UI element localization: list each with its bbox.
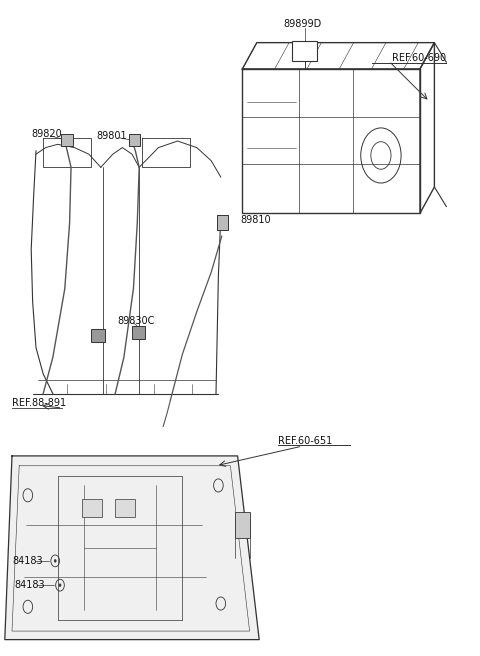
Bar (292, 41, 317, 61)
Bar (61, 134, 73, 146)
Bar (217, 215, 228, 230)
Text: 89899D: 89899D (283, 19, 322, 30)
Text: 84183: 84183 (14, 580, 45, 590)
Bar (129, 134, 140, 146)
Circle shape (59, 584, 61, 586)
Text: 89830C: 89830C (118, 316, 155, 327)
Text: 89801: 89801 (96, 131, 127, 142)
Polygon shape (5, 456, 259, 640)
Bar (91, 329, 105, 342)
Bar (82, 499, 102, 517)
Bar (235, 512, 250, 538)
Text: REF.88-891: REF.88-891 (12, 398, 66, 409)
Text: 89820: 89820 (31, 129, 62, 140)
Bar (115, 499, 135, 517)
Bar (132, 326, 145, 339)
Text: REF.60-651: REF.60-651 (278, 436, 333, 446)
Text: 89810: 89810 (240, 215, 271, 225)
Circle shape (54, 560, 56, 562)
Text: 84183: 84183 (12, 556, 43, 566)
Text: REF.60-690: REF.60-690 (392, 52, 446, 63)
